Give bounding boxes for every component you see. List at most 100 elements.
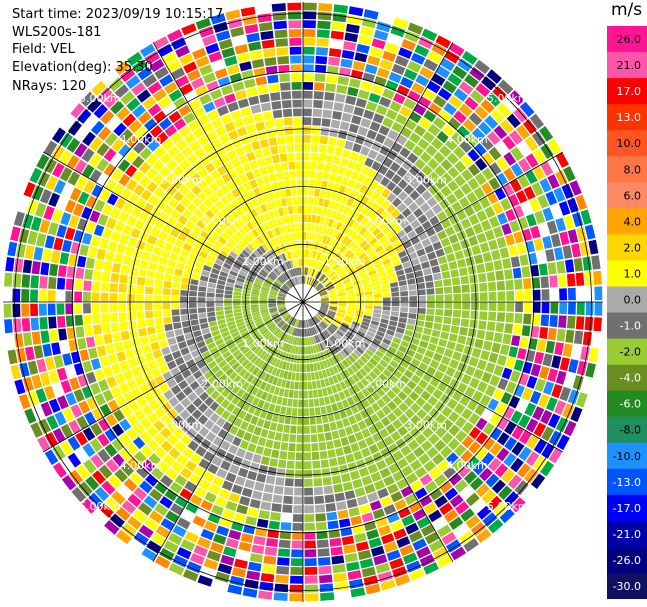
velocity-gate [290,179,297,188]
velocity-gate [556,434,570,451]
colorbar-swatch [607,26,647,53]
velocity-gate [452,309,461,318]
velocity-gate [189,364,199,374]
velocity-gate [389,557,404,570]
velocity-gate [215,310,224,316]
velocity-gate [401,514,415,527]
velocity-gate [340,350,347,359]
velocity-gate [434,165,446,177]
velocity-gate [385,169,396,180]
velocity-gate [568,359,579,374]
velocity-gate [513,384,525,398]
velocity-gate [350,243,359,252]
velocity-gate [216,165,227,176]
velocity-gate [489,442,503,456]
velocity-gate [148,399,160,411]
velocity-gate [453,523,469,538]
velocity-gate [281,397,288,406]
velocity-gate [142,223,153,234]
velocity-gate [368,444,379,455]
velocity-gate [566,273,576,287]
velocity-gate [281,198,288,207]
velocity-gate [330,119,341,129]
velocity-gate [234,259,244,267]
velocity-gate [337,166,346,176]
velocity-gate [287,344,292,353]
velocity-gate [367,149,378,160]
velocity-gate [118,173,131,187]
velocity-gate [45,356,56,371]
velocity-gate [338,293,346,297]
velocity-gate [412,538,427,551]
velocity-gate [198,402,209,413]
velocity-gate [379,428,390,439]
velocity-gate [274,328,281,336]
velocity-gate [163,103,177,116]
velocity-gate [428,433,440,445]
velocity-gate [170,209,181,220]
velocity-gate [281,274,287,281]
velocity-gate [51,208,63,223]
velocity-gate [360,324,369,331]
velocity-gate [368,92,381,104]
velocity-gate [288,443,296,452]
velocity-gate [36,233,47,247]
velocity-gate [364,63,378,75]
velocity-gate [440,58,455,72]
velocity-gate [75,126,89,141]
velocity-gate [146,153,159,166]
velocity-gate [428,184,439,196]
velocity-gate [215,288,224,294]
velocity-gate [259,138,269,148]
velocity-gate [317,433,325,442]
velocity-gate [337,456,347,466]
velocity-gate [265,475,276,485]
velocity-gate [311,126,321,135]
velocity-gate [350,364,359,373]
velocity-gate [365,198,375,209]
velocity-gate [538,393,550,408]
velocity-gate [162,223,173,234]
velocity-gate [574,330,584,345]
velocity-gate [145,310,154,319]
velocity-gate [259,306,268,309]
velocity-gate [331,555,345,565]
velocity-gate [550,204,562,219]
velocity-gate [563,420,577,437]
velocity-gate [332,564,346,574]
velocity-gate [399,219,410,229]
velocity-gate [184,531,199,544]
velocity-gate [199,345,209,354]
velocity-gate [307,372,312,381]
velocity-gate [392,197,402,208]
velocity-gate [284,478,294,487]
velocity-gate [307,214,312,223]
velocity-gate [284,126,294,135]
velocity-gate [138,268,147,278]
velocity-gate [259,300,268,302]
velocity-gate [238,154,249,165]
velocity-gate [231,361,241,371]
velocity-gate [443,245,454,255]
velocity-gate [242,162,252,173]
velocity-gate [343,544,357,554]
velocity-gate [435,35,452,49]
velocity-gate [370,202,380,212]
velocity-gate [180,434,192,446]
velocity-gate [458,464,471,478]
velocity-gate [283,334,289,342]
velocity-gate [356,391,366,401]
velocity-gate [198,426,210,438]
velocity-gate [562,245,573,259]
velocity-gate [412,145,424,157]
velocity-gate [390,311,399,317]
velocity-gate [308,268,312,276]
velocity-gate [421,220,432,231]
velocity-gate [124,348,135,360]
velocity-gate [361,512,374,523]
velocity-gate [504,436,518,451]
velocity-gate [316,162,325,171]
velocity-gate [268,302,276,304]
velocity-gate [100,303,109,313]
velocity-gate [371,402,381,412]
